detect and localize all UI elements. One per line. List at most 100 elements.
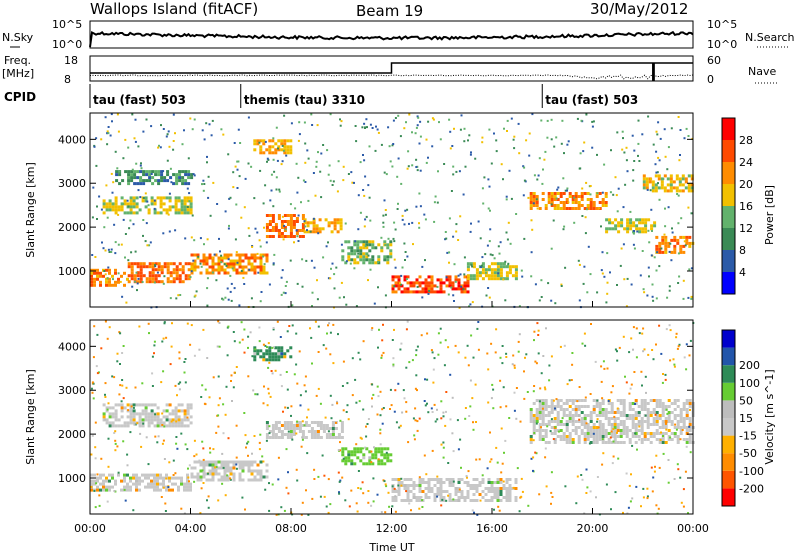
heatmap-cell-power-2 [190,268,194,272]
heatmap-cell-power-12 [178,173,182,177]
heatmap-speckle-power [591,146,594,149]
heatmap-speckle-velocity [472,356,475,359]
heatmap-cell-velocity-5 [532,417,536,420]
heatmap-speckle-velocity [341,385,344,387]
heatmap-speckle-velocity [382,323,384,326]
heatmap-cell-velocity-5 [589,432,593,435]
heatmap-speckle-velocity [329,503,332,506]
heatmap-speckle-power [134,250,137,253]
heatmap-cell-power-7 [496,265,500,269]
heatmap-speckle-power [114,252,117,255]
heatmap-cell-power-0 [105,283,108,287]
heatmap-cell-power-10 [676,241,680,245]
heatmap-speckle-velocity [107,465,110,468]
x-tick-label-5: 20:00 [577,522,609,535]
heatmap-speckle-power [383,199,386,202]
heatmap-cell-velocity-4 [406,484,410,487]
heatmap-speckle-power [469,303,472,306]
heatmap-cell-velocity-5 [682,408,686,411]
heatmap-speckle-velocity [655,454,658,457]
heatmap-cell-power-3 [268,235,272,238]
heatmap-speckle-power [596,153,598,156]
heatmap-speckle-velocity [127,409,130,412]
heatmap-cell-velocity-5 [658,414,662,417]
heatmap-speckle-power [601,251,604,254]
heatmap-speckle-velocity [641,384,643,387]
heatmap-cell-velocity-7 [132,412,136,416]
heatmap-cell-velocity-4 [508,484,512,487]
heatmap-speckle-power [489,253,492,256]
heatmap-cell-power-2 [214,268,218,272]
heatmap-cell-velocity-5 [586,435,590,438]
heatmap-speckle-velocity [629,387,632,390]
heatmap-cell-power-9 [653,224,657,228]
heatmap-cell-velocity-5 [580,399,584,402]
heatmap-cell-power-8 [601,198,605,201]
heatmap-cell-power-8 [541,192,545,195]
heatmap-speckle-velocity [267,366,270,369]
heatmap-speckle-power [170,181,173,184]
power-colorbar-tick-6: 28 [739,134,753,147]
heatmap-cell-velocity-6 [274,352,278,356]
heatmap-speckle-velocity [596,420,599,423]
heatmap-speckle-power [455,230,458,233]
heatmap-cell-velocity-5 [547,441,551,444]
heatmap-cell-velocity-5 [661,423,665,426]
heatmap-cell-velocity-5 [637,429,641,432]
heatmap-cell-velocity-5 [598,432,602,435]
heatmap-speckle-power [224,296,227,299]
heatmap-speckle-power [280,163,283,166]
heatmap-speckle-velocity [153,352,155,355]
heatmap-speckle-power [343,296,345,299]
heatmap-speckle-velocity [682,488,685,491]
heatmap-cell-power-14 [672,186,676,190]
heatmap-cell-velocity-6 [268,346,272,350]
heatmap-cell-velocity-5 [661,420,665,423]
heatmap-cell-power-8 [556,192,560,195]
heatmap-cell-velocity-0 [189,485,192,489]
heatmap-speckle-power [542,168,544,171]
heatmap-cell-velocity-5 [601,435,605,438]
heatmap-cell-velocity-7 [111,412,115,416]
heatmap-cell-power-6 [454,287,458,291]
heatmap-cell-velocity-2 [316,436,320,439]
heatmap-speckle-power [239,142,242,144]
heatmap-speckle-velocity [389,408,391,410]
heatmap-speckle-power [657,121,660,124]
heatmap-speckle-velocity [198,459,201,462]
heatmap-cell-power-12 [151,170,155,174]
heatmap-cell-velocity-4 [463,481,467,484]
heatmap-cell-velocity-4 [496,478,500,481]
heatmap-speckle-velocity [98,494,101,497]
heatmap-cell-velocity-4 [403,484,407,487]
heatmap-cell-power-0 [114,268,117,272]
heatmap-speckle-velocity [532,456,535,459]
heatmap-speckle-power [678,275,681,278]
heatmap-speckle-velocity [430,349,433,352]
heatmap-speckle-velocity [437,332,440,335]
heatmap-cell-power-5 [365,240,369,244]
heatmap-cell-power-2 [226,265,230,269]
heatmap-cell-power-5 [383,255,387,259]
heatmap-cell-velocity-2 [301,430,305,433]
heatmap-speckle-velocity [249,331,252,334]
heatmap-speckle-velocity [337,449,340,452]
heatmap-cell-power-10 [655,244,659,248]
heatmap-speckle-velocity [362,492,365,495]
heatmap-cell-power-14 [645,183,649,187]
heatmap-speckle-power [172,148,175,151]
heatmap-cell-power-8 [574,192,578,195]
heatmap-cell-power-3 [289,235,293,238]
heatmap-cell-velocity-1 [244,460,248,464]
heatmap-cell-velocity-1 [253,460,257,464]
heatmap-cell-velocity-7 [105,418,109,422]
heatmap-speckle-power [432,118,435,121]
heatmap-speckle-power [556,188,559,191]
heatmap-speckle-power [528,132,531,135]
heatmap-speckle-power [407,150,410,153]
heatmap-cell-power-2 [259,262,263,266]
heatmap-speckle-velocity [492,407,495,410]
heatmap-speckle-power [364,245,367,248]
heatmap-cell-power-1 [181,268,185,272]
heatmap-cell-power-9 [620,224,624,228]
